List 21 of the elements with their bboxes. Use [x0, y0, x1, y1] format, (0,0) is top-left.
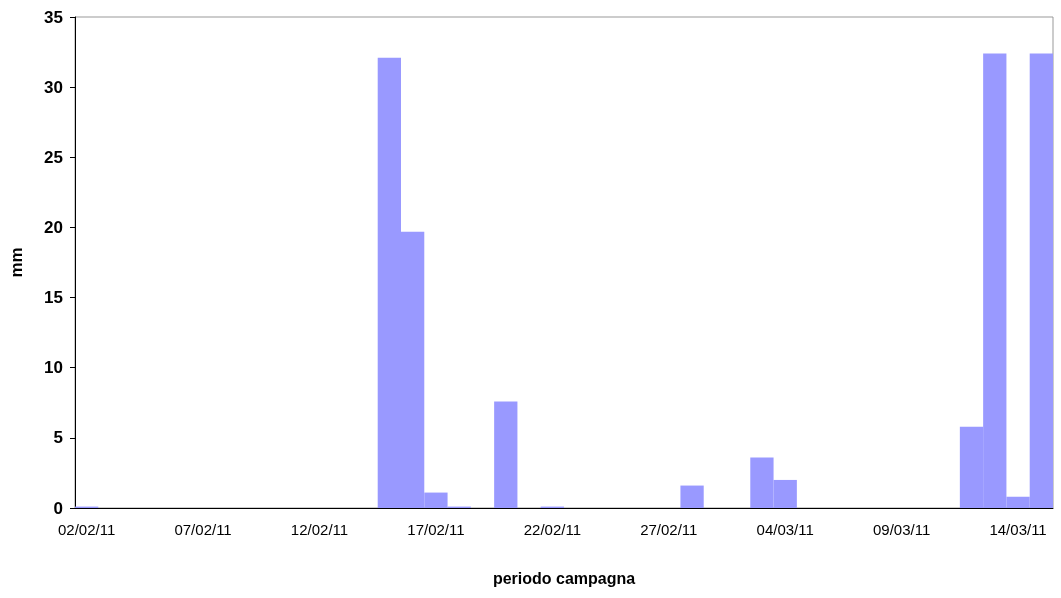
- x-tick-label: 17/02/11: [407, 521, 465, 538]
- y-tick-label: 0: [53, 498, 63, 518]
- y-tick-label: 15: [44, 288, 63, 308]
- x-tick-label: 14/03/11: [989, 521, 1047, 538]
- x-axis-title: periodo campagna: [492, 569, 636, 587]
- x-tick-label: 07/02/11: [174, 521, 232, 538]
- bar: [494, 401, 518, 508]
- y-tick-label: 10: [44, 358, 63, 378]
- y-tick-label: 20: [44, 217, 63, 237]
- y-tick-label: 5: [53, 428, 63, 448]
- y-tick-label: 25: [44, 147, 63, 167]
- x-tick-label: 02/02/11: [58, 521, 116, 538]
- x-tick-label: 04/03/11: [756, 521, 814, 538]
- bar: [680, 485, 704, 508]
- x-tick-label: 27/02/11: [640, 521, 698, 538]
- y-tick-label: 30: [44, 77, 63, 97]
- x-tick-label: 22/02/11: [523, 521, 581, 538]
- x-tick-label: 12/02/11: [290, 521, 349, 538]
- y-axis-title: mm: [7, 247, 26, 278]
- x-tick-label: 09/03/11: [873, 521, 931, 538]
- y-tick-label: 35: [44, 7, 63, 27]
